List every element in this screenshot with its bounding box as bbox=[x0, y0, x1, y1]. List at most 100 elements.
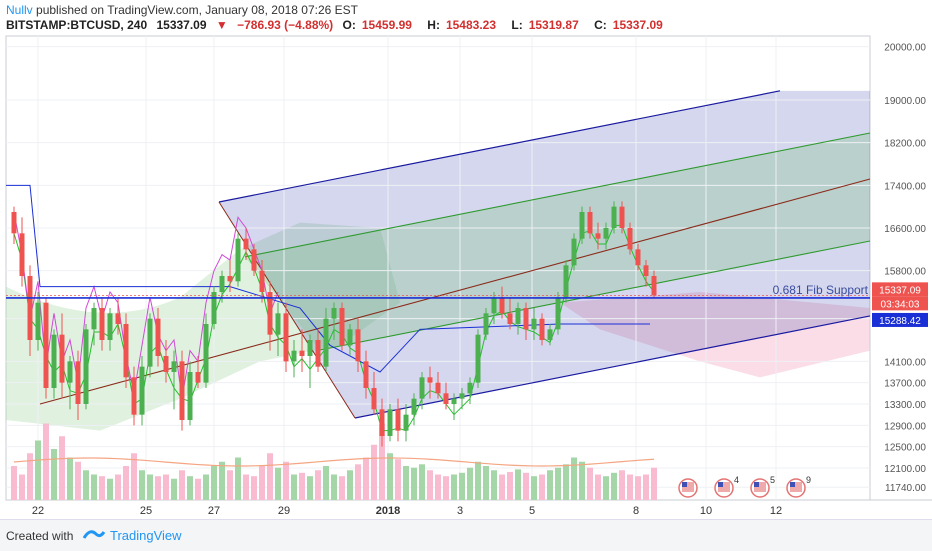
candle-body bbox=[507, 313, 513, 324]
volume-bar bbox=[75, 461, 81, 500]
volume-bar bbox=[227, 470, 233, 500]
volume-bar bbox=[603, 476, 609, 500]
candle-body bbox=[403, 414, 409, 431]
volume-bar bbox=[635, 476, 641, 500]
created-with-label: Created with bbox=[6, 529, 74, 543]
pitchfork-handle-line bbox=[218, 201, 356, 419]
tradingview-brand[interactable]: TradingView bbox=[110, 528, 182, 543]
volume-bar bbox=[571, 457, 577, 500]
volume-bar bbox=[555, 467, 561, 500]
candle-body bbox=[483, 313, 489, 335]
candle-body bbox=[627, 228, 633, 250]
volume-bar bbox=[595, 474, 601, 500]
candle-body bbox=[443, 393, 449, 404]
volume-bar bbox=[187, 476, 193, 500]
candle-body bbox=[587, 212, 593, 234]
volume-bar bbox=[395, 459, 401, 500]
plot-area bbox=[5, 35, 871, 501]
tradingview-logo-icon[interactable] bbox=[82, 528, 106, 542]
volume-bar bbox=[299, 472, 305, 500]
close-value: 15337.09 bbox=[612, 18, 663, 32]
price-change: −786.93 (−4.88%) bbox=[237, 18, 334, 32]
candle-body bbox=[339, 308, 345, 346]
candle-body bbox=[75, 361, 81, 404]
candle-body bbox=[459, 393, 465, 399]
last-price: 15337.09 bbox=[156, 18, 207, 32]
candle-body bbox=[435, 382, 441, 394]
volume-bar bbox=[379, 423, 385, 500]
candle-body bbox=[363, 361, 369, 388]
candle-body bbox=[283, 313, 289, 362]
volume-bar bbox=[443, 476, 449, 500]
y-tick-label: 13700.00 bbox=[884, 379, 926, 390]
volume-bar bbox=[339, 476, 345, 500]
volume-bar bbox=[43, 423, 49, 500]
volume-bar bbox=[155, 476, 161, 500]
volume-bar bbox=[363, 457, 369, 500]
volume-bar bbox=[99, 476, 105, 500]
volume-bar bbox=[451, 474, 457, 500]
candle-body bbox=[51, 334, 57, 388]
event-count-label: 4 bbox=[734, 475, 739, 485]
candle-body bbox=[139, 366, 145, 415]
candle-body bbox=[203, 324, 209, 383]
x-tick-label: 10 bbox=[700, 505, 712, 517]
event-count-label: 5 bbox=[770, 475, 775, 485]
volume-ma-line bbox=[13, 457, 655, 467]
volume-bar bbox=[355, 464, 361, 500]
x-tick-label: 8 bbox=[633, 505, 639, 517]
candle-body bbox=[411, 398, 417, 415]
candle-body bbox=[163, 356, 169, 372]
volume-bar bbox=[411, 467, 417, 500]
candle-body bbox=[315, 340, 321, 367]
candle-body bbox=[643, 265, 649, 276]
volume-bar bbox=[203, 474, 209, 500]
volume-bar bbox=[91, 474, 97, 500]
candle-body bbox=[555, 297, 561, 330]
volume-bar bbox=[579, 461, 585, 500]
volume-bar bbox=[483, 466, 489, 500]
candle-body bbox=[603, 228, 609, 239]
volume-bar bbox=[467, 467, 473, 500]
candle-body bbox=[91, 308, 97, 330]
y-tick-label: 17400.00 bbox=[884, 181, 926, 192]
volume-bar bbox=[507, 471, 513, 500]
volume-bar bbox=[619, 470, 625, 500]
candle-body bbox=[539, 318, 545, 340]
volume-bar bbox=[387, 453, 393, 500]
y-tick-label: 19000.00 bbox=[884, 96, 926, 107]
open-value: 15459.99 bbox=[361, 18, 412, 32]
y-tick-label: 20000.00 bbox=[884, 43, 926, 54]
pitchfork-outer-fill bbox=[219, 90, 870, 418]
y-tick-label: 11740.00 bbox=[885, 483, 926, 494]
y-tick-label: 12500.00 bbox=[884, 443, 926, 454]
y-tick-label: 13300.00 bbox=[884, 400, 926, 411]
candle-body bbox=[155, 318, 161, 356]
volume-bar bbox=[315, 470, 321, 500]
x-tick-label: 25 bbox=[140, 505, 152, 517]
candle-body bbox=[259, 270, 265, 292]
candle-body bbox=[147, 318, 153, 367]
volume-bar bbox=[419, 464, 425, 500]
candle-body bbox=[467, 382, 473, 394]
price-chart[interactable]: 0.681 Fib Support 20000.00 19000.00 18200.… bbox=[0, 0, 932, 520]
footer-bar: Created with TradingView bbox=[0, 519, 932, 551]
volume-bar bbox=[59, 436, 65, 500]
volume-bar bbox=[475, 461, 481, 500]
candle-body bbox=[355, 329, 361, 362]
high-label: H: bbox=[427, 18, 440, 32]
volume-bar bbox=[531, 476, 537, 500]
candle-body bbox=[515, 308, 521, 324]
volume-bar bbox=[515, 469, 521, 500]
volume-bar bbox=[131, 453, 137, 500]
volume-bar bbox=[243, 474, 249, 500]
candle-body bbox=[611, 206, 617, 228]
candle-body bbox=[19, 233, 25, 276]
x-tick-label: 29 bbox=[278, 505, 290, 517]
y-tick-label: 14100.00 bbox=[884, 357, 926, 368]
volume-bar bbox=[67, 457, 73, 500]
low-value: 15319.87 bbox=[528, 18, 579, 32]
author-name[interactable]: Nullv bbox=[6, 3, 33, 17]
candle-body bbox=[371, 388, 377, 410]
y-tick-label: 16600.00 bbox=[884, 224, 926, 235]
